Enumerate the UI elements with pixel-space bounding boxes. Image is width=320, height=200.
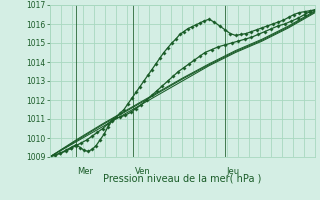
X-axis label: Pression niveau de la mer( hPa ): Pression niveau de la mer( hPa ) <box>103 174 261 184</box>
Text: Mer: Mer <box>77 167 93 176</box>
Text: Ven: Ven <box>135 167 150 176</box>
Text: Jeu: Jeu <box>226 167 239 176</box>
